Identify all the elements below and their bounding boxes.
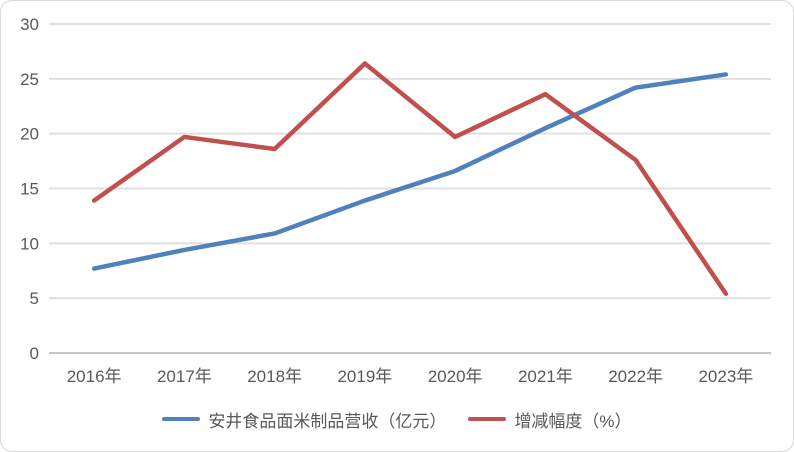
legend-label-revenue: 安井食品面米制品营收（亿元） [208,411,447,431]
x-axis-tick-label: 2019年 [337,367,392,386]
x-axis-tick-label: 2018年 [247,367,302,386]
x-axis-tick-label: 2016年 [67,367,122,386]
y-axis-tick-label: 0 [30,344,39,363]
y-axis-tick-label: 10 [20,234,39,253]
x-axis-tick-label: 2023年 [698,367,753,386]
legend-line-swatch-growth-rate [468,416,507,422]
x-axis-tick-label: 2020年 [428,367,483,386]
y-axis-tick-label: 25 [20,70,39,89]
x-axis-tick-label: 2022年 [608,367,663,386]
y-axis-tick-label: 5 [30,289,39,308]
legend: 安井食品面米制品营收（亿元） 增减幅度（%） [1,407,793,431]
x-axis-tick-label: 2017年 [157,367,212,386]
legend-line-swatch-revenue [162,416,201,422]
x-axis-tick-label: 2021年 [518,367,573,386]
legend-item-revenue: 安井食品面米制品营收（亿元） [162,407,446,432]
legend-item-growth-rate: 增减幅度（%） [468,407,632,432]
y-axis-tick-label: 30 [20,15,39,34]
series-line-1 [91,61,729,297]
series-line-0 [91,72,729,271]
y-axis-tick-label: 20 [20,125,39,144]
legend-label-growth-rate: 增减幅度（%） [514,411,632,431]
y-axis-tick-label: 15 [20,180,39,199]
